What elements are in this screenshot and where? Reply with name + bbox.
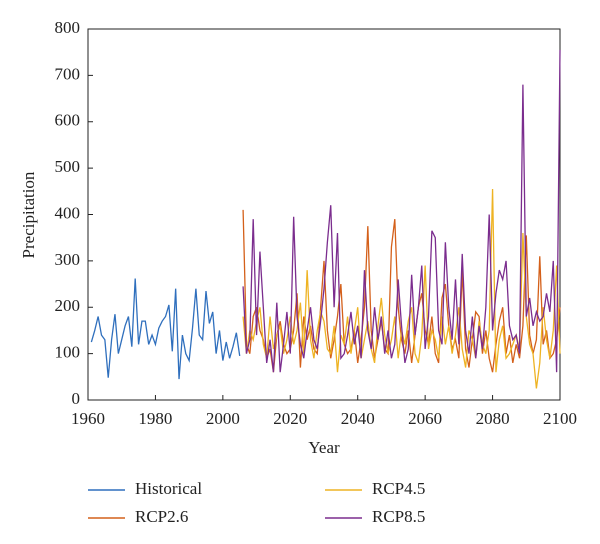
x-tick-label: 2040 — [341, 409, 375, 428]
series-line — [242, 209, 561, 373]
legend-label: RCP8.5 — [372, 507, 425, 526]
y-tick-label: 700 — [55, 64, 81, 83]
y-tick-label: 600 — [55, 111, 81, 130]
x-tick-label: 2020 — [273, 409, 307, 428]
legend-label: RCP4.5 — [372, 479, 425, 498]
y-tick-label: 100 — [55, 343, 81, 362]
x-axis-label: Year — [308, 438, 340, 457]
y-tick-label: 400 — [55, 203, 81, 222]
x-tick-label: 1960 — [71, 409, 105, 428]
x-tick-label: 2100 — [543, 409, 577, 428]
y-tick-label: 800 — [55, 18, 81, 37]
x-tick-label: 2080 — [476, 409, 510, 428]
x-tick-label: 2060 — [408, 409, 442, 428]
y-tick-label: 200 — [55, 296, 81, 315]
series-line — [242, 49, 561, 373]
x-tick-label: 1980 — [138, 409, 172, 428]
y-axis-label: Precipitation — [19, 171, 38, 258]
y-tick-label: 0 — [72, 389, 81, 408]
legend-label: Historical — [135, 479, 202, 498]
series-line — [90, 278, 241, 380]
x-tick-label: 2000 — [206, 409, 240, 428]
y-tick-label: 500 — [55, 157, 81, 176]
y-tick-label: 300 — [55, 250, 81, 269]
legend-label: RCP2.6 — [135, 507, 188, 526]
